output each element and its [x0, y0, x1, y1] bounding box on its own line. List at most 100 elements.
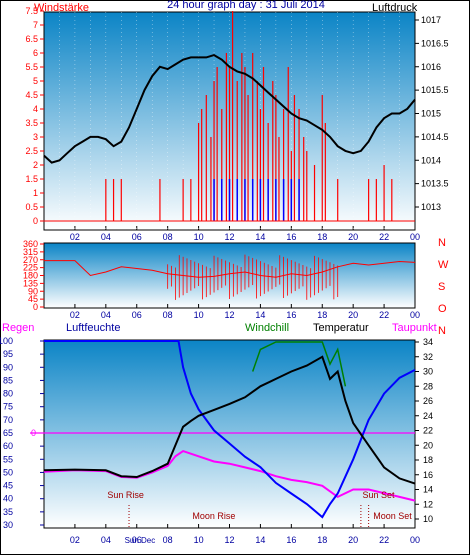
- x-tick-label: 00: [410, 535, 420, 545]
- temp-tick-label: 22: [423, 426, 433, 436]
- x-tick-label: 22: [379, 535, 389, 545]
- pressure-line: [43, 54, 416, 164]
- moon-set-label: Moon Set: [373, 511, 412, 521]
- x-tick-label: 14: [255, 232, 265, 242]
- humidity-tick-label: 55: [3, 454, 13, 464]
- x-tick-label: 04: [101, 310, 111, 320]
- humidity-tick-label: 45: [3, 481, 13, 491]
- temp-tick-label: 28: [423, 381, 433, 391]
- rain-label: Regen: [2, 322, 34, 334]
- humidity-tick-label: 65: [3, 428, 13, 438]
- compass-label: N: [438, 237, 446, 249]
- x-tick-label: 02: [70, 310, 80, 320]
- temp-tick-label: 10: [423, 514, 433, 524]
- wind-tick-label: 6.5: [25, 34, 38, 44]
- x-tick-label: 04: [101, 232, 111, 242]
- wind-tick-label: 6: [33, 48, 38, 58]
- humidity-label: Luftfeuchte: [66, 322, 120, 334]
- x-tick-label: 12: [224, 310, 234, 320]
- wind-tick-label: 4: [33, 104, 38, 114]
- x-tick-label: 18: [317, 232, 327, 242]
- temperature-label: Temperatur: [313, 322, 369, 334]
- direction-tick-label: 45: [28, 294, 38, 304]
- wind-tick-label: 7.5: [25, 6, 38, 16]
- humidity-tick-label: 90: [3, 362, 13, 372]
- temp-tick-label: 30: [423, 367, 433, 377]
- direction-tick-label: 135: [23, 278, 38, 288]
- temp-tick-label: 32: [423, 352, 433, 362]
- pressure-tick-label: 1016: [421, 62, 441, 72]
- wind-tick-label: 2.5: [25, 146, 38, 156]
- pressure-tick-label: 1015.5: [421, 85, 449, 95]
- windchill-label: Windchill: [245, 322, 289, 334]
- wind-tick-label: 5.5: [25, 62, 38, 72]
- temp-tick-label: 12: [423, 499, 433, 509]
- x-tick-label: 08: [163, 310, 173, 320]
- humidity-tick-label: 75: [3, 402, 13, 412]
- temp-tick-label: 20: [423, 440, 433, 450]
- humidity-tick-label: 95: [3, 349, 13, 359]
- x-tick-label: 20: [348, 232, 358, 242]
- x-tick-label: 16: [286, 232, 296, 242]
- x-tick-label: 22: [379, 232, 389, 242]
- compass-label: O: [438, 303, 447, 315]
- dewpoint-label: Taupunkt: [392, 322, 437, 334]
- x-tick-label: 02: [70, 232, 80, 242]
- x-tick-label: 22: [379, 310, 389, 320]
- temp-tick-label: 26: [423, 396, 433, 406]
- compass-label: S: [438, 281, 445, 293]
- chart-title: 24 hour graph day : 31 Juli 2014: [167, 0, 325, 11]
- sun-rise-label: Sun Rise: [107, 490, 144, 500]
- panel3-plot-area: [43, 339, 416, 529]
- wind-tick-label: 4.5: [25, 90, 38, 100]
- wind-tick-label: 1.5: [25, 174, 38, 184]
- humidity-tick-label: 100: [0, 336, 13, 346]
- wind-tick-label: 5: [33, 76, 38, 86]
- humidity-tick-label: 30: [3, 520, 13, 530]
- x-tick-label: 14: [255, 310, 265, 320]
- humidity-line: [44, 340, 416, 519]
- direction-tick-label: 0: [33, 302, 38, 312]
- direction-tick-label: 270: [23, 255, 38, 265]
- pressure-tick-label: 1017: [421, 15, 441, 25]
- pressure-tick-label: 1014: [421, 155, 441, 165]
- pressure-label: Luftdruck: [372, 2, 418, 14]
- direction-tick-label: 90: [28, 286, 38, 296]
- x-tick-label: 10: [194, 535, 204, 545]
- temp-tick-label: 18: [423, 455, 433, 465]
- x-tick-label: 08: [163, 232, 173, 242]
- x-tick-label: 12: [224, 535, 234, 545]
- direction-tick-label: 225: [23, 263, 38, 273]
- humidity-tick-label: 85: [3, 375, 13, 385]
- x-tick-label: 18: [317, 535, 327, 545]
- temperature-line: [43, 355, 416, 485]
- direction-tick-label: 180: [23, 271, 38, 281]
- x-tick-label: 18: [317, 310, 327, 320]
- x-tick-label: 12: [224, 232, 234, 242]
- x-tick-label: 10: [194, 232, 204, 242]
- temp-tick-label: 34: [423, 337, 433, 347]
- wind-tick-label: 3.5: [25, 118, 38, 128]
- wind-tick-label: 0: [33, 216, 38, 226]
- humidity-tick-label: 50: [3, 467, 13, 477]
- x-tick-label: 20: [348, 310, 358, 320]
- x-tick-label: 06: [132, 535, 142, 545]
- wind-tick-label: 1: [33, 188, 38, 198]
- pressure-tick-label: 1015: [421, 109, 441, 119]
- humidity-tick-label: 80: [3, 389, 13, 399]
- direction-tick-label: 360: [23, 239, 38, 249]
- humidity-tick-label: 60: [3, 441, 13, 451]
- x-tick-label: 16: [286, 310, 296, 320]
- pressure-tick-label: 1013.5: [421, 179, 449, 189]
- x-tick-label: 14: [255, 535, 265, 545]
- temp-tick-label: 16: [423, 470, 433, 480]
- x-tick-label: 16: [286, 535, 296, 545]
- pressure-tick-label: 1013: [421, 202, 441, 212]
- temp-tick-label: 14: [423, 485, 433, 495]
- x-tick-label: 02: [70, 535, 80, 545]
- x-tick-label: 08: [163, 535, 173, 545]
- x-tick-label: 06: [132, 310, 142, 320]
- wind-tick-label: 3: [33, 132, 38, 142]
